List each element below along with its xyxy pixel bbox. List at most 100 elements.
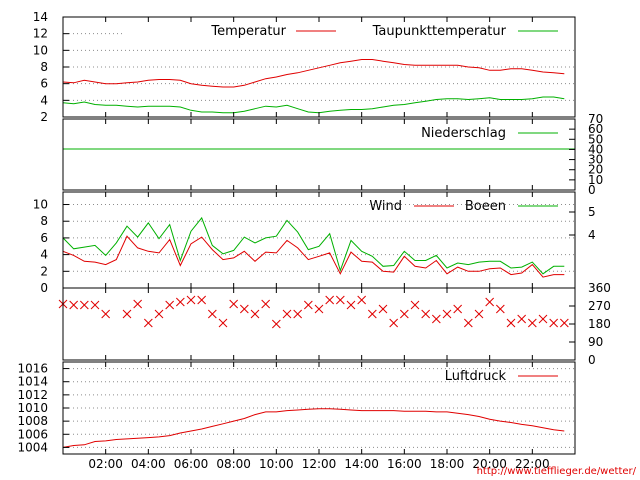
legend-label: Luftdruck — [445, 369, 507, 384]
point-stroke — [399, 309, 409, 319]
wind-direction-point — [517, 314, 527, 324]
point-stroke — [410, 300, 420, 310]
y-tick-label: 0 — [588, 353, 596, 367]
point-stroke — [346, 300, 356, 310]
y-tick-label: 360 — [588, 281, 611, 295]
y-tick-label: 1006 — [17, 427, 48, 441]
wind-direction-point — [314, 304, 324, 314]
point-stroke — [250, 309, 260, 319]
point-stroke — [90, 300, 100, 310]
x-tick-label: 20:00 — [472, 457, 507, 471]
y-tick-label: 6 — [40, 231, 48, 245]
point-stroke — [293, 309, 303, 319]
point-stroke — [527, 318, 537, 328]
wind-direction-point — [101, 309, 111, 319]
y-tick-label: 4 — [588, 228, 596, 242]
point-stroke — [314, 304, 324, 314]
y-tick-label: 270 — [588, 299, 611, 313]
y-tick-label: 30 — [588, 153, 603, 167]
point-stroke — [421, 309, 431, 319]
y-tick-label: 180 — [588, 317, 611, 331]
point-stroke — [463, 318, 473, 328]
x-tick-label: 04:00 — [131, 457, 166, 471]
point-stroke — [197, 295, 207, 305]
credit-link[interactable]: http://www.tiefflieger.de/wetter/ — [477, 466, 637, 477]
wind-direction-point — [431, 314, 441, 324]
wind-direction-point — [367, 309, 377, 319]
wind-direction-point — [239, 304, 249, 314]
y-tick-label: 10 — [33, 43, 48, 57]
wind-direction-point — [442, 309, 452, 319]
wind-direction-point — [69, 300, 79, 310]
wind-direction-point — [197, 295, 207, 305]
wind-direction-point — [325, 295, 335, 305]
point-stroke — [229, 299, 239, 309]
point-stroke — [175, 297, 185, 307]
x-tick-label: 08:00 — [216, 457, 251, 471]
wind-direction-point — [538, 314, 548, 324]
wind-direction-point — [421, 309, 431, 319]
wind-direction-point — [175, 297, 185, 307]
point-stroke — [389, 318, 399, 328]
wind-direction-point — [474, 309, 484, 319]
wind-direction-point — [122, 309, 132, 319]
point-stroke — [207, 309, 217, 319]
wind-direction-point — [303, 300, 313, 310]
wind-direction-point — [261, 299, 271, 309]
point-stroke — [186, 295, 196, 305]
point-stroke — [367, 309, 377, 319]
wind-direction-point — [335, 295, 345, 305]
point-stroke — [485, 297, 495, 307]
point-stroke — [261, 299, 271, 309]
point-stroke — [559, 318, 569, 328]
wind-direction-point — [495, 304, 505, 314]
legend-label: Niederschlag — [421, 126, 506, 141]
wind-direction-point — [357, 295, 367, 305]
point-stroke — [431, 314, 441, 324]
wind-direction-point — [346, 300, 356, 310]
wind-direction-point — [399, 309, 409, 319]
x-tick-label: 22:00 — [515, 457, 550, 471]
wind-direction-point — [549, 318, 559, 328]
point-stroke — [549, 318, 559, 328]
y-tick-label: 1010 — [17, 401, 48, 415]
x-tick-label: 12:00 — [302, 457, 337, 471]
wind-direction-point — [527, 318, 537, 328]
panel-frame-3 — [62, 287, 576, 361]
y-tick-label: 12 — [33, 27, 48, 41]
point-stroke — [239, 304, 249, 314]
wind-direction-point — [378, 304, 388, 314]
wind-direction-point — [293, 309, 303, 319]
wind-direction-point — [186, 295, 196, 305]
x-tick-label: 14:00 — [344, 457, 379, 471]
point-stroke — [495, 304, 505, 314]
point-stroke — [133, 299, 143, 309]
wind-direction-point — [485, 297, 495, 307]
wind-direction-point — [133, 299, 143, 309]
point-stroke — [335, 295, 345, 305]
point-stroke — [303, 300, 313, 310]
y-tick-label: 2 — [40, 264, 48, 278]
wind-direction-point — [389, 318, 399, 328]
wind-direction-point — [207, 309, 217, 319]
point-stroke — [218, 318, 228, 328]
y-tick-label: 40 — [588, 142, 603, 156]
point-stroke — [282, 309, 292, 319]
series-line-0 — [62, 59, 565, 88]
series-line-wind-1 — [62, 216, 565, 275]
x-tick-label: 06:00 — [174, 457, 209, 471]
wind-direction-point — [154, 309, 164, 319]
legend-label: Wind — [369, 199, 402, 214]
series-line-wind-0 — [62, 235, 565, 278]
y-tick-label: 1014 — [17, 375, 48, 389]
point-stroke — [538, 314, 548, 324]
wind-direction-point — [410, 300, 420, 310]
wind-direction-point — [559, 318, 569, 328]
y-tick-label: 2 — [40, 110, 48, 124]
wind-direction-point — [218, 318, 228, 328]
point-stroke — [154, 309, 164, 319]
point-stroke — [378, 304, 388, 314]
point-stroke — [79, 300, 89, 310]
wind-direction-point — [271, 319, 281, 329]
y-tick-label: 4 — [40, 248, 48, 262]
